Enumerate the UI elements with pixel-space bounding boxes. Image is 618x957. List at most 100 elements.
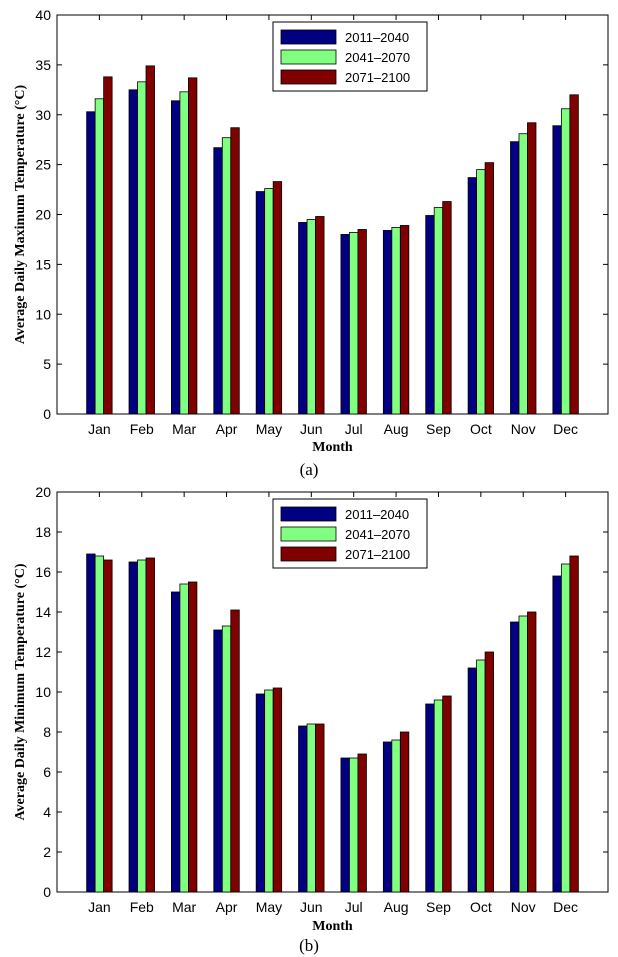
bar-jul-series-2 xyxy=(349,232,359,415)
bar-may-series-2 xyxy=(264,188,274,415)
bar-feb-series-2 xyxy=(137,81,147,415)
bar-may-series-1 xyxy=(255,191,266,415)
bar-dec-series-2 xyxy=(560,563,571,893)
bar-jun-series-2 xyxy=(306,219,316,415)
bar-jan-series-3 xyxy=(103,559,113,893)
legend-label: 2041–2070 xyxy=(345,50,410,65)
legend-swatch xyxy=(280,546,337,562)
x-tick-label: May xyxy=(256,899,282,915)
y-tick-label: 6 xyxy=(43,764,51,780)
x-tick-label: Jan xyxy=(88,421,111,437)
bar-nov-series-3 xyxy=(527,611,537,893)
bar-oct-series-1 xyxy=(467,667,477,893)
bar-jun-series-1 xyxy=(298,725,308,893)
y-tick-label: 15 xyxy=(35,256,51,272)
chart-panel-a: 0 5 10 15 20 25 30 35 40 Jan Feb Mar Apr May Jun Jul Aug… xyxy=(13,7,609,479)
bar-jan-series-1 xyxy=(86,111,96,415)
x-tick-label: Feb xyxy=(130,421,154,437)
bar-dec-series-1 xyxy=(552,575,562,893)
bar-feb-series-3 xyxy=(145,65,155,415)
y-tick-label: 20 xyxy=(35,207,51,223)
legend-swatch xyxy=(280,69,337,85)
x-axis-title: Month xyxy=(312,919,353,934)
x-tick-label: Apr xyxy=(216,421,238,437)
bar-sep-series-1 xyxy=(425,703,435,893)
y-tick-label: 0 xyxy=(43,406,51,422)
x-tick-label: Feb xyxy=(130,899,154,915)
bar-may-series-3 xyxy=(272,687,283,893)
x-axis-title: Month xyxy=(312,440,353,455)
bar-oct-series-1 xyxy=(467,177,477,415)
x-tick-label: Mar xyxy=(172,899,196,915)
bar-jun-series-3 xyxy=(315,216,325,415)
bar-jun-series-3 xyxy=(315,723,325,893)
x-tick-label: Jun xyxy=(300,899,323,915)
y-tick-label: 25 xyxy=(35,157,51,173)
bar-dec-series-3 xyxy=(569,555,579,893)
bar-mar-series-3 xyxy=(188,581,198,893)
y-tick-label: 0 xyxy=(43,884,51,900)
bar-sep-series-1 xyxy=(425,215,435,415)
bar-jan-series-2 xyxy=(94,555,105,893)
bar-apr-series-3 xyxy=(230,609,240,893)
y-tick-label: 5 xyxy=(43,356,51,372)
legend-label: 2011–2040 xyxy=(345,507,409,522)
x-tick-label: Dec xyxy=(553,899,578,915)
x-tick-label: Aug xyxy=(384,899,409,915)
bar-aug-series-2 xyxy=(391,227,401,415)
bar-oct-series-3 xyxy=(484,651,494,893)
bar-jan-series-2 xyxy=(94,98,105,415)
legend-label: 2041–2070 xyxy=(345,527,410,542)
y-tick-label: 40 xyxy=(35,7,51,23)
bar-nov-series-1 xyxy=(510,141,520,415)
bar-may-series-3 xyxy=(272,181,283,415)
x-tick-label: Jul xyxy=(345,421,363,437)
x-tick-label: Sep xyxy=(426,899,451,915)
x-tick-label: Jun xyxy=(300,421,323,437)
x-tick-label: Apr xyxy=(216,899,238,915)
bar-oct-series-2 xyxy=(476,169,486,415)
legend-swatch xyxy=(280,29,337,45)
bar-apr-series-3 xyxy=(230,127,240,415)
bar-nov-series-2 xyxy=(518,615,528,893)
x-tick-label: Oct xyxy=(470,899,492,915)
bar-aug-series-2 xyxy=(391,739,401,893)
bar-aug-series-1 xyxy=(382,741,393,893)
legend-label: 2071–2100 xyxy=(345,547,410,562)
x-tick-label: Oct xyxy=(470,421,492,437)
bar-oct-series-2 xyxy=(476,659,486,893)
y-tick-label: 10 xyxy=(35,684,51,700)
legend-label: 2071–2100 xyxy=(345,70,410,85)
y-tick-label: 4 xyxy=(43,804,51,820)
bar-apr-series-1 xyxy=(213,629,223,893)
bar-apr-series-2 xyxy=(221,137,232,415)
bar-sep-series-3 xyxy=(442,695,452,893)
legend-label: 2011–2040 xyxy=(345,30,409,45)
y-tick-label: 8 xyxy=(43,724,51,740)
bar-sep-series-2 xyxy=(433,207,444,415)
x-tick-label: May xyxy=(256,421,282,437)
bar-oct-series-3 xyxy=(484,162,494,415)
bar-jul-series-1 xyxy=(340,234,350,415)
bar-sep-series-3 xyxy=(442,201,452,415)
x-tick-label: Mar xyxy=(172,421,196,437)
bar-aug-series-3 xyxy=(399,731,410,893)
x-tick-label: Nov xyxy=(511,421,536,437)
bar-may-series-1 xyxy=(255,693,266,893)
bar-feb-series-1 xyxy=(128,89,138,415)
bar-jun-series-1 xyxy=(298,222,308,415)
bar-dec-series-1 xyxy=(552,125,562,415)
bar-jul-series-2 xyxy=(349,757,359,893)
x-tick-label: Jan xyxy=(88,899,111,915)
bar-feb-series-3 xyxy=(145,557,155,893)
y-tick-label: 20 xyxy=(35,484,51,500)
bar-dec-series-3 xyxy=(569,94,579,415)
bar-nov-series-2 xyxy=(518,133,528,415)
chart-panel-b: 0 2 4 6 8 10 12 14 16 18 20 Jan Feb Mar Apr May Jun Jul Au… xyxy=(13,484,609,955)
bar-nov-series-3 xyxy=(527,122,537,415)
y-axis-title: Average Daily Minimum Temperature (°C) xyxy=(13,563,28,820)
y-tick-label: 14 xyxy=(35,604,51,620)
bar-jun-series-2 xyxy=(306,723,316,893)
y-tick-label: 35 xyxy=(35,57,51,73)
bar-nov-series-1 xyxy=(510,621,520,893)
